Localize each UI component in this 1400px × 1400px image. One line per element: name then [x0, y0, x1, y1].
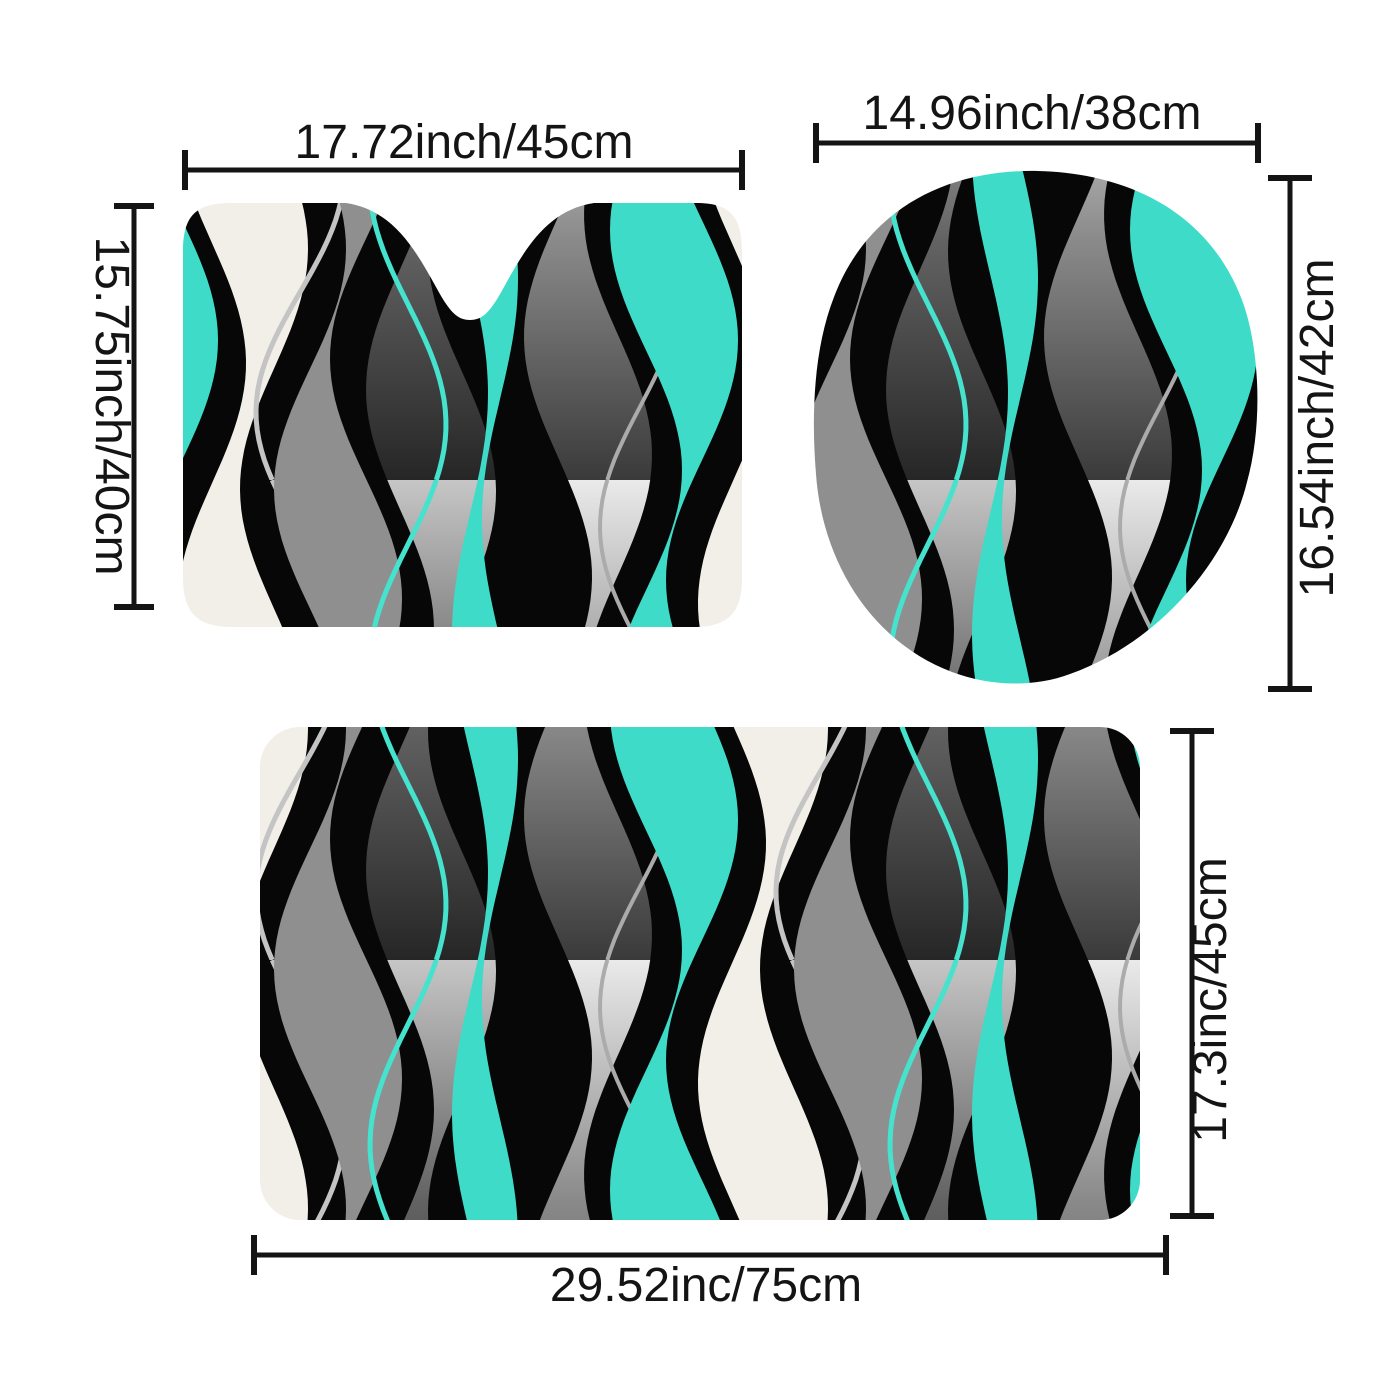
- bath-mat-width-label: 29.52inc/75cm: [549, 1259, 863, 1312]
- lid-cover-image: [813, 170, 1258, 684]
- contour-mat-width-dimension: [182, 150, 745, 190]
- bath-mat-width-dimension: [251, 1235, 1169, 1275]
- bath-mat-height-dimension: [1170, 728, 1214, 1219]
- lid-cover-height-dimension: [1268, 175, 1312, 692]
- lid-cover-width-label: 14.96inch/38cm: [862, 87, 1202, 140]
- lid-cover-width-dimension: [813, 123, 1261, 163]
- bath-mat-image: [260, 727, 1140, 1220]
- bath-mat-height-label: 17.3inc/45cm: [1184, 857, 1237, 1143]
- contour-mat-image: [183, 203, 742, 627]
- contour-mat-height-dimension: [114, 203, 154, 610]
- contour-mat-height-label: 15.75inch/40cm: [85, 236, 138, 576]
- lid-cover-height-label: 16.54inch/42cm: [1291, 258, 1344, 598]
- contour-mat-width-label: 17.72inch/45cm: [294, 116, 634, 169]
